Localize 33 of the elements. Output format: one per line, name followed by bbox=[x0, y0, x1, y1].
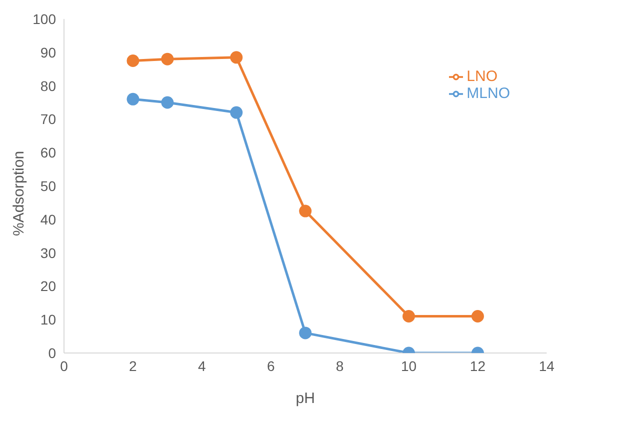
y-tick-label: 0 bbox=[48, 344, 56, 361]
y-tick-label: 50 bbox=[40, 178, 56, 194]
x-tick-label: 10 bbox=[400, 358, 417, 374]
y-tick-label: 20 bbox=[40, 278, 56, 294]
legend-label: MLNO bbox=[466, 85, 510, 102]
y-tick-label: 40 bbox=[40, 211, 56, 228]
y-tick-label: 60 bbox=[40, 144, 56, 161]
point bbox=[161, 52, 174, 66]
y-tick-label: 100 bbox=[32, 10, 56, 27]
point bbox=[402, 310, 416, 323]
y-tick-label: 90 bbox=[40, 44, 56, 60]
x-tick-label: 14 bbox=[538, 358, 555, 374]
y-tick-label: 70 bbox=[40, 111, 56, 128]
legend-label: LNO bbox=[466, 68, 498, 85]
y-tick-label: 30 bbox=[40, 244, 56, 261]
point bbox=[230, 51, 243, 64]
x-axis-title: pH bbox=[296, 390, 315, 407]
point bbox=[471, 310, 484, 323]
y-tick-label: 10 bbox=[40, 312, 56, 328]
y-axis-title: %Adsorption bbox=[10, 150, 28, 236]
point bbox=[126, 54, 140, 67]
point bbox=[161, 96, 174, 109]
x-tick-label: 12 bbox=[470, 358, 486, 374]
point bbox=[126, 92, 140, 106]
point bbox=[299, 204, 312, 218]
point bbox=[230, 106, 243, 119]
x-tick-label: 4 bbox=[198, 358, 206, 374]
x-tick-label: 0 bbox=[60, 358, 68, 374]
x-tick-label: 8 bbox=[336, 358, 344, 374]
x-tick-label: 6 bbox=[266, 358, 275, 374]
point bbox=[299, 326, 312, 340]
y-tick-label: 80 bbox=[40, 78, 56, 94]
x-tick-label: 2 bbox=[129, 358, 138, 374]
